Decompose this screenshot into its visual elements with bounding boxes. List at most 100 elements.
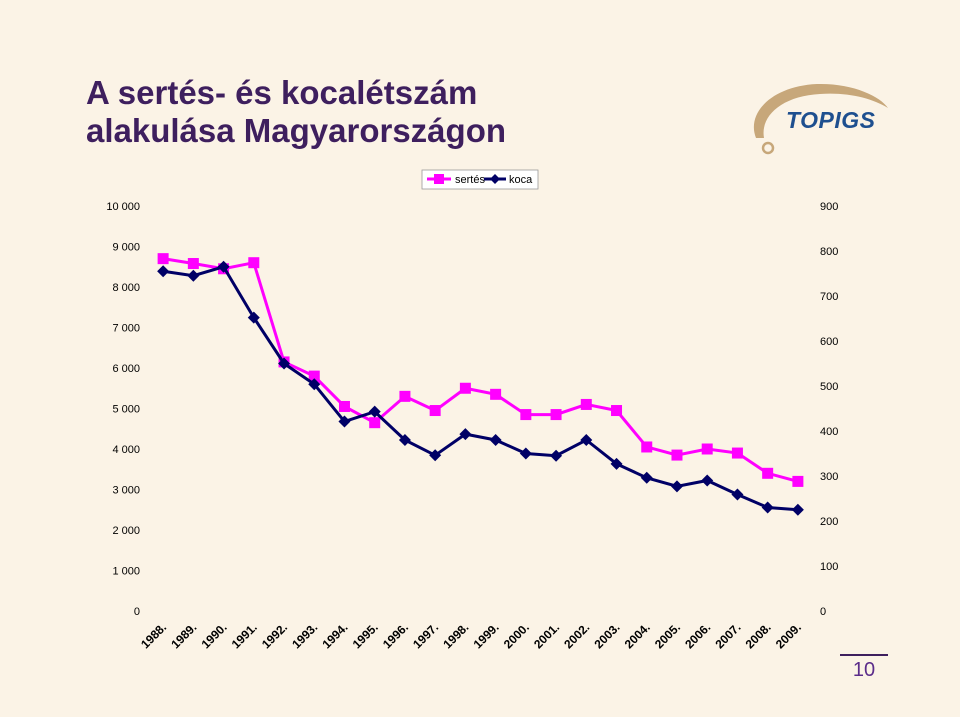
y-right-tick-label: 600 (820, 336, 838, 348)
sertes-point (762, 467, 774, 479)
koca-point (247, 311, 260, 324)
y-left-tick-label: 3 000 (112, 485, 140, 497)
x-tick-label: 2004. (622, 620, 653, 651)
sertes-point (550, 409, 562, 421)
legend-sertes-label: sertés (455, 174, 485, 186)
x-tick-label: 1995. (350, 620, 381, 651)
koca-point (761, 501, 774, 514)
page-number: 10 (840, 654, 888, 682)
y-left-tick-label: 5 000 (112, 404, 140, 416)
sertes-point (520, 409, 532, 421)
x-tick-label: 1993. (289, 620, 320, 651)
y-right-tick-label: 100 (820, 561, 838, 573)
sertes-point (701, 443, 713, 455)
y-left-tick-label: 6 000 (112, 363, 140, 375)
koca-point (368, 405, 381, 418)
x-tick-label: 1988. (138, 620, 169, 651)
sertes-point (308, 370, 320, 382)
koca-point (670, 480, 683, 493)
sertes-point (248, 257, 260, 269)
y-axis-left: 0 1 000 2 000 3 000 4 000 5 000 6 000 7 000 8 00… (106, 201, 140, 618)
x-axis: 1988. 1989. 1990. 1991. 1992. 1993. 1994. 1995.… (138, 620, 804, 651)
x-tick-label: 1989. (168, 620, 199, 651)
koca-point (610, 457, 623, 470)
y-left-tick-label: 0 (134, 606, 140, 618)
x-tick-label: 2005. (652, 620, 683, 651)
y-axis-right: 0 100 200 300 400 500 600 700 800 900 (820, 201, 838, 618)
x-tick-label: 2006. (682, 620, 713, 651)
y-right-tick-label: 300 (820, 471, 838, 483)
legend-koca-label: koca (509, 174, 533, 186)
y-right-tick-label: 800 (820, 246, 838, 258)
y-left-tick-label: 7 000 (112, 323, 140, 335)
x-tick-label: 2009. (773, 620, 804, 651)
sertes-point (490, 388, 502, 400)
koca-point (187, 269, 200, 282)
y-right-tick-label: 700 (820, 291, 838, 303)
y-left-tick-label: 2 000 (112, 525, 140, 537)
koca-point (217, 260, 230, 273)
y-left-tick-label: 1 000 (112, 566, 140, 578)
x-tick-label: 1991. (229, 620, 260, 651)
koca-point (429, 449, 442, 462)
x-tick-label: 1994. (319, 620, 350, 651)
series-line-koca (162, 264, 798, 512)
series-layer (157, 253, 804, 516)
y-left-tick-label: 10 000 (106, 201, 140, 213)
y-left-tick-label: 8 000 (112, 282, 140, 294)
series-line-sertes (162, 257, 799, 483)
y-right-tick-label: 500 (820, 381, 838, 393)
koca-point (338, 415, 351, 428)
topigs-logo-icon (753, 83, 888, 155)
legend-koca-marker (490, 174, 500, 184)
koca-point (398, 434, 411, 446)
x-tick-label: 2008. (743, 620, 774, 651)
x-tick-label: 1990. (199, 620, 230, 651)
sertes-point (792, 475, 804, 487)
koca-point (731, 488, 744, 501)
y-right-tick-label: 0 (820, 606, 826, 618)
koca-point (278, 357, 291, 370)
koca-point (308, 378, 321, 391)
legend: sertés koca (421, 169, 539, 190)
x-tick-label: 1998. (440, 620, 471, 651)
x-tick-label: 2007. (712, 620, 743, 651)
sertes-point (459, 382, 471, 394)
sertes-point (641, 441, 653, 453)
y-left-tick-label: 4 000 (112, 444, 140, 456)
koca-point (519, 447, 532, 460)
title-line-1: A sertés- és kocalétszám (86, 74, 478, 111)
title-line-2: alakulása Magyarországon (86, 112, 507, 149)
x-tick-label: 2000. (501, 620, 532, 651)
koca-point (489, 434, 502, 446)
koca-point (459, 428, 472, 441)
y-right-tick-label: 400 (820, 426, 838, 438)
sertes-point (731, 447, 743, 459)
koca-point (640, 471, 653, 484)
y-left-tick-label: 9 000 (112, 242, 140, 254)
sertes-point (399, 390, 411, 402)
x-tick-label: 1992. (259, 620, 290, 651)
koca-point (701, 474, 714, 487)
koca-point (580, 434, 593, 446)
sertes-point (671, 449, 683, 461)
x-tick-label: 2003. (592, 620, 623, 651)
legend-box (421, 169, 539, 190)
sertes-point (338, 400, 350, 412)
x-tick-label: 1999. (471, 620, 502, 651)
koca-point (791, 503, 804, 516)
sertes-point (157, 253, 169, 265)
page-title: A sertés- és kocalétszám alakulása Magya… (86, 74, 506, 150)
x-tick-label: 1996. (380, 620, 411, 651)
koca-point (550, 449, 563, 462)
x-tick-label: 2001. (531, 620, 562, 651)
logo-text: TOPIGS (786, 107, 876, 133)
sertes-point (429, 405, 441, 417)
sertes-point (187, 258, 199, 270)
legend-sertes-marker (434, 174, 444, 184)
x-tick-label: 1997. (410, 620, 441, 651)
y-right-tick-label: 900 (820, 201, 838, 213)
sertes-point (580, 398, 592, 410)
sertes-point (369, 417, 381, 429)
